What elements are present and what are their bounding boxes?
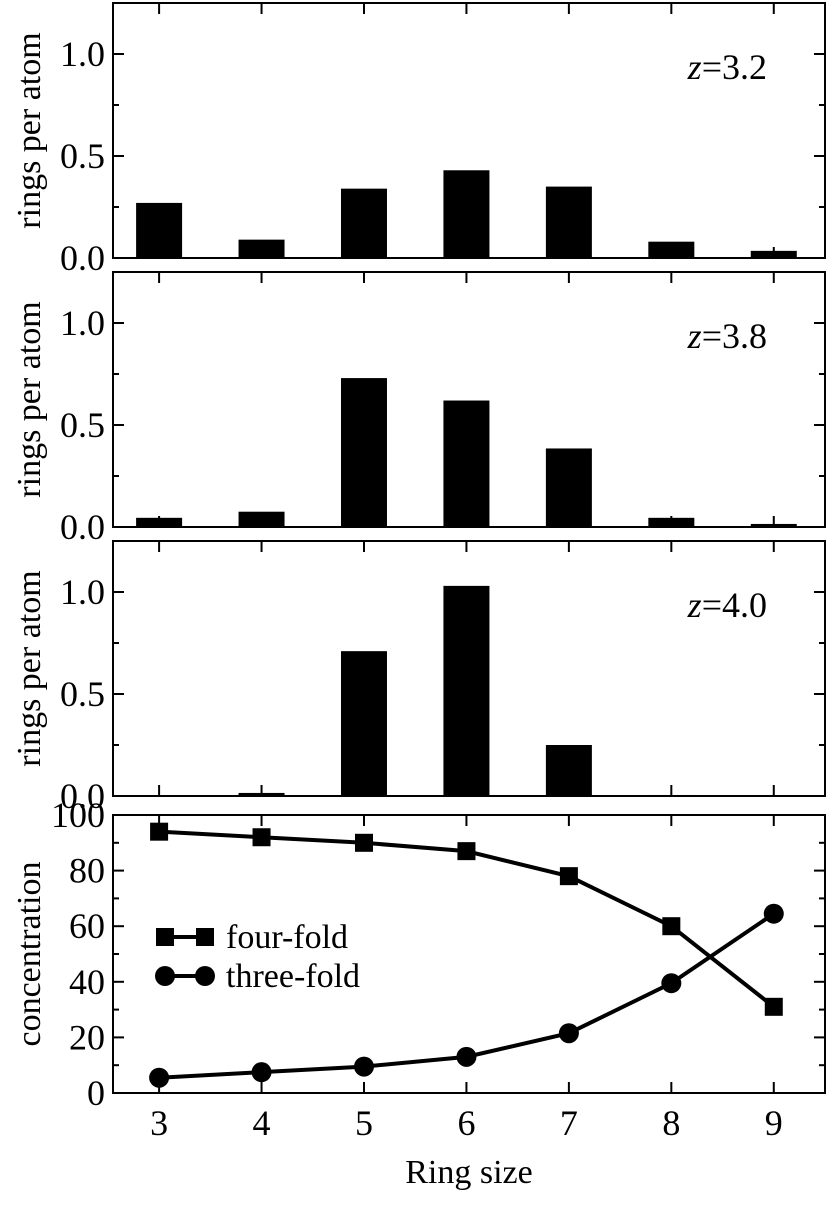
y-tick-label: 1.0 [60, 572, 105, 612]
x-tick-label: 3 [150, 1103, 168, 1143]
bar-ring-8 [648, 794, 695, 796]
x-axis-title: Ring size [405, 1154, 532, 1191]
y-tick-label: 0.5 [60, 136, 105, 176]
legend-marker [196, 928, 214, 946]
y-tick-label: 0.5 [60, 405, 105, 445]
bar-ring-7 [545, 448, 592, 527]
bar-ring-6 [443, 400, 490, 527]
bar-ring-5 [340, 378, 387, 527]
annotation-value: =4.0 [702, 585, 767, 625]
y-axis-title: rings per atom [11, 32, 48, 228]
annotation-label: z=3.2 [687, 47, 767, 87]
y-tick-label: 80 [69, 851, 105, 891]
legend-label: three-fold [226, 958, 360, 995]
legend-label: four-fold [226, 919, 348, 956]
y-tick-label: 60 [69, 906, 105, 946]
point-three-fold [661, 973, 682, 994]
panel-2: 0.0 0.5 1.0 rings per atom z=3.8 [11, 271, 826, 547]
y-tick-label: 0.0 [60, 776, 105, 816]
point-four-fold [150, 822, 169, 841]
point-four-fold [354, 833, 373, 852]
x-tick-label: 5 [355, 1103, 373, 1143]
annotation-value: =3.8 [702, 316, 767, 356]
y-tick-label: 1.0 [60, 34, 105, 74]
x-tick-label: 7 [560, 1103, 578, 1143]
y-tick-label: 0.0 [60, 238, 105, 278]
annotation-label: z=3.8 [687, 316, 767, 356]
panel-1: 0.0 0.5 1.0 rings per atom z=3.2 [11, 2, 826, 278]
y-tick-label: 1.0 [60, 303, 105, 343]
y-tick-label: 40 [69, 962, 105, 1002]
point-three-fold [251, 1062, 272, 1083]
bar-ring-4 [238, 239, 285, 258]
bar-ring-6 [443, 170, 490, 258]
legend-marker [156, 928, 174, 946]
bar-ring-3 [136, 202, 183, 258]
bar-ring-9 [750, 250, 797, 258]
point-three-fold [558, 1023, 579, 1044]
annotation-var: z [687, 316, 702, 356]
point-four-fold [764, 997, 783, 1016]
point-three-fold [763, 903, 784, 924]
bar-ring-4 [238, 511, 285, 527]
legend-entry-three-fold: three-fold [155, 958, 360, 995]
y-tick-label: 100 [51, 795, 105, 835]
panel-3: 0.0 0.5 1.0 rings per atom z=4.0 [11, 540, 826, 816]
bar-ring-7 [545, 186, 592, 258]
bar-ring-6 [443, 585, 490, 796]
y-tick-label: 20 [69, 1017, 105, 1057]
annotation-var: z [687, 585, 702, 625]
bar-ring-9 [750, 523, 797, 527]
annotation-var: z [687, 47, 702, 87]
annotation-value: =3.2 [702, 47, 767, 87]
point-four-fold [662, 917, 681, 936]
y-axis-title: concentration [11, 861, 48, 1046]
point-four-fold [559, 867, 578, 886]
annotation-label: z=4.0 [687, 585, 767, 625]
bar-ring-8 [648, 517, 695, 527]
y-axis-title: rings per atom [11, 301, 48, 497]
bar-ring-7 [545, 745, 592, 796]
point-three-fold [456, 1046, 477, 1067]
x-tick-label: 8 [662, 1103, 680, 1143]
point-three-fold [353, 1056, 374, 1077]
legend-marker [195, 966, 215, 986]
bar-ring-5 [340, 651, 387, 796]
y-tick-label: 0.0 [60, 507, 105, 547]
y-tick-label: 0 [87, 1073, 105, 1113]
point-three-fold [149, 1067, 170, 1088]
x-tick-label: 4 [253, 1103, 271, 1143]
bar-ring-3 [136, 517, 183, 527]
x-tick-label: 6 [457, 1103, 475, 1143]
point-four-fold [252, 828, 271, 847]
x-tick-label: 9 [765, 1103, 783, 1143]
legend-entry-four-fold: four-fold [156, 919, 348, 956]
bar-ring-4 [238, 792, 285, 796]
y-tick-label: 0.5 [60, 674, 105, 714]
y-axis-title: rings per atom [11, 570, 48, 766]
bar-ring-5 [340, 188, 387, 258]
point-four-fold [457, 842, 476, 861]
legend-marker [155, 966, 175, 986]
bar-ring-8 [648, 241, 695, 258]
